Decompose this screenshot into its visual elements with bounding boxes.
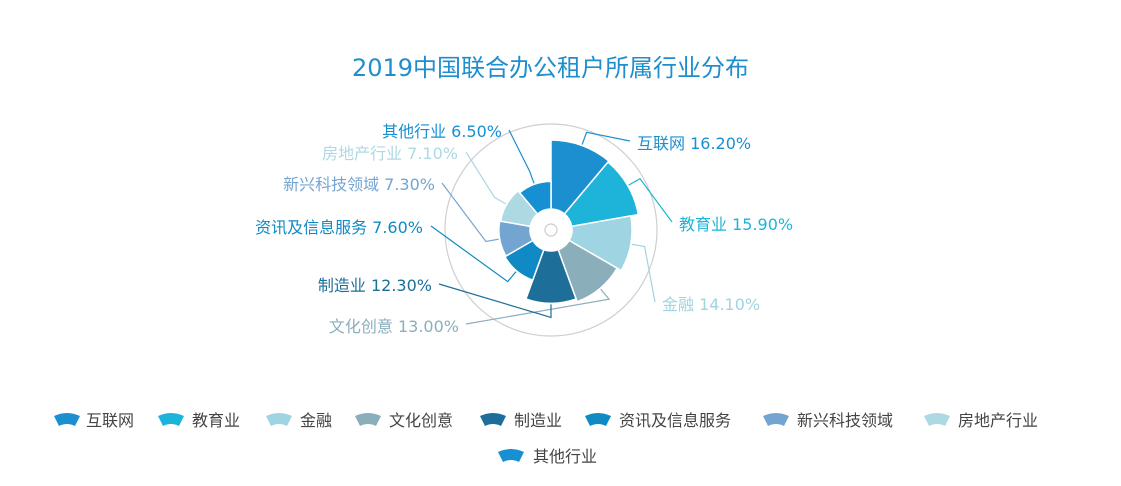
data-label-item-5: 制造业 12.30% (318, 276, 432, 295)
leader-line-item-8 (465, 151, 507, 205)
legend-item-item-7[interactable]: 新兴科技领域 (763, 411, 893, 430)
legend-swatch-item-2 (158, 413, 184, 426)
legend-swatch-item-6 (585, 413, 611, 426)
legend-item-item-5[interactable]: 制造业 (480, 411, 562, 430)
legend-swatch-item-7 (763, 413, 789, 426)
legend-item-item-9[interactable]: 其他行业 (498, 447, 597, 466)
leader-line-item-9 (508, 129, 535, 184)
data-label-item-4: 文化创意 13.00% (329, 317, 459, 336)
leader-line-item-7 (441, 182, 499, 243)
center-dot (544, 223, 558, 237)
legend-swatch-item-1 (54, 413, 80, 426)
rose-slice-item-7[interactable] (498, 220, 534, 258)
rose-slice-item-8[interactable] (499, 189, 539, 228)
data-label-item-6: 资讯及信息服务 7.60% (255, 218, 423, 237)
legend-label-item-2: 教育业 (192, 411, 240, 430)
legend-label-item-4: 文化创意 (389, 411, 453, 430)
outer-ring (444, 123, 658, 337)
legend-item-item-4[interactable]: 文化创意 (355, 411, 453, 430)
rose-slice-item-9[interactable] (518, 180, 552, 215)
rose-slice-item-2[interactable] (563, 160, 640, 228)
rose-slice-item-1[interactable] (550, 139, 610, 215)
legend-item-item-8[interactable]: 房地产行业 (924, 411, 1038, 430)
data-label-item-7: 新兴科技领域 7.30% (283, 175, 435, 194)
legend-label-item-9: 其他行业 (533, 447, 597, 466)
data-label-item-8: 房地产行业 7.10% (322, 144, 458, 163)
rose-slice-item-4[interactable] (557, 239, 619, 303)
rose-slice-item-6[interactable] (503, 239, 545, 282)
legend-swatch-item-5 (480, 413, 506, 426)
legend-swatch-item-4 (355, 413, 381, 426)
rose-slice-item-3[interactable] (568, 215, 633, 272)
leader-line-item-2 (628, 177, 673, 223)
legend-item-item-1[interactable]: 互联网 (54, 411, 134, 430)
legend-label-item-5: 制造业 (514, 411, 562, 430)
legend-label-item-8: 房地产行业 (958, 411, 1038, 430)
legend-item-item-3[interactable]: 金融 (266, 411, 332, 430)
center-hole (531, 210, 571, 250)
legend-label-item-7: 新兴科技领域 (797, 411, 893, 430)
data-labels: 互联网 16.20% 教育业 15.90% 金融 14.10% 文化创意 13.00%… (255, 122, 793, 336)
rose-slice-item-5[interactable] (524, 248, 578, 305)
leader-line-item-5 (438, 283, 552, 319)
chart-title: 2019中国联合办公租户所属行业分布 (351, 54, 750, 82)
legend-swatch-item-3 (266, 413, 292, 426)
legend-label-item-1: 互联网 (86, 411, 134, 430)
legend-swatch-item-9 (498, 449, 524, 462)
data-label-item-3: 金融 14.10% (662, 295, 760, 314)
leader-line-item-1 (581, 131, 631, 145)
legend-item-item-6[interactable]: 资讯及信息服务 (585, 411, 731, 430)
legend-label-item-3: 金融 (300, 411, 332, 430)
leader-line-item-3 (631, 243, 656, 303)
legend-item-item-2[interactable]: 教育业 (158, 411, 240, 430)
legend-label-item-6: 资讯及信息服务 (619, 411, 731, 430)
data-label-item-9: 其他行业 6.50% (382, 122, 502, 141)
legend-swatch-item-8 (924, 413, 950, 426)
leader-line-item-4 (465, 288, 611, 325)
data-label-item-2: 教育业 15.90% (679, 215, 793, 234)
data-label-item-1: 互联网 16.20% (637, 134, 751, 153)
leader-line-item-6 (430, 225, 517, 283)
